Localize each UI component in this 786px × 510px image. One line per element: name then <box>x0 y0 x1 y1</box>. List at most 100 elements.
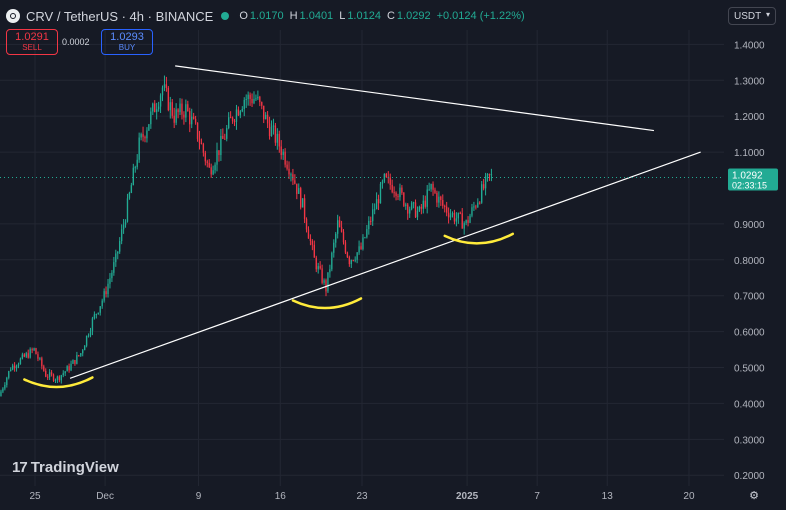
candle-body <box>144 136 146 139</box>
candle-body <box>15 366 18 369</box>
price-tick-label: 1.2000 <box>734 112 765 123</box>
candle-body <box>393 192 395 194</box>
candle-body <box>6 377 8 386</box>
candle-body <box>122 224 125 230</box>
candle-body <box>350 260 352 265</box>
ohlc-open-value: 1.0170 <box>249 10 284 22</box>
candle-body <box>189 111 191 125</box>
candle-body <box>0 391 2 397</box>
ohlc-close-value: 1.0292 <box>396 10 431 22</box>
sell-price: 1.0291 <box>15 30 49 43</box>
candle-body <box>266 114 269 124</box>
candle-body <box>338 220 341 228</box>
candle-body <box>381 181 384 184</box>
candle-body <box>424 200 426 207</box>
gear-icon[interactable]: ⚙ <box>749 490 759 502</box>
candle-body <box>173 115 175 123</box>
candle-body <box>113 262 115 273</box>
candle-body <box>482 184 485 189</box>
support-highlight-mark <box>291 297 363 310</box>
sell-button[interactable]: 1.0291 SELL <box>6 29 58 55</box>
price-tick-label: 1.4000 <box>734 40 765 51</box>
symbol-title[interactable]: CRV / TetherUS · 4h · BINANCE <box>26 8 214 24</box>
candle-body <box>220 135 222 156</box>
candle-body <box>290 174 292 176</box>
price-tick-label: 0.8000 <box>734 256 765 267</box>
ohlc-open-key: O <box>239 10 248 22</box>
candle-body <box>305 218 308 230</box>
candle-body <box>126 198 129 222</box>
buy-label: BUY <box>118 42 136 52</box>
candle-body <box>62 373 64 376</box>
candle-body <box>481 184 483 203</box>
candle-body <box>395 192 397 197</box>
candle-body <box>247 94 249 100</box>
candle-body <box>331 252 333 270</box>
tradingview-mark-icon: 17 <box>12 459 28 476</box>
candle-body <box>397 196 399 198</box>
candle-body <box>385 173 388 178</box>
candle-body <box>91 318 94 332</box>
candle-body <box>379 183 382 204</box>
candle-body <box>2 388 4 392</box>
candle-body <box>87 335 90 337</box>
candle-body <box>327 272 329 292</box>
candle-body <box>412 202 415 204</box>
price-change: +0.0124 (+1.22%) <box>436 10 525 22</box>
candle-body <box>228 117 230 129</box>
tradingview-logo: 17 TradingView <box>12 459 119 476</box>
candle-body <box>191 116 193 125</box>
candle-body <box>146 130 148 139</box>
candle-body <box>282 151 284 155</box>
candle-body <box>124 221 127 225</box>
currency-select[interactable]: USDT ▾ <box>728 7 776 25</box>
candle-body <box>445 206 448 213</box>
candle-body <box>25 353 27 357</box>
buy-button[interactable]: 1.0293 BUY <box>101 29 153 55</box>
price-tick-label: 0.5000 <box>734 364 765 375</box>
candle-body <box>11 365 14 370</box>
price-tick-label: 1.3000 <box>734 76 765 87</box>
candle-body <box>348 257 351 265</box>
candle-body <box>340 227 343 232</box>
price-tick-label: 0.2000 <box>734 471 765 482</box>
candle-body <box>488 173 491 175</box>
candle-body <box>210 167 212 175</box>
candle-body <box>152 103 154 112</box>
candle-body <box>335 233 337 243</box>
candle-body <box>461 213 463 229</box>
candle-body <box>159 95 162 107</box>
candle-body <box>130 185 133 193</box>
candle-body <box>50 372 53 375</box>
candle-body <box>171 102 173 116</box>
ohlc-close-key: C <box>386 10 395 22</box>
candle-body <box>344 242 347 253</box>
candle-body <box>274 125 277 143</box>
candle-body <box>354 259 356 261</box>
candle-body <box>288 168 290 175</box>
candle-body <box>373 209 376 211</box>
candle-body <box>148 124 150 131</box>
candle-body <box>323 280 325 283</box>
candle-body <box>105 291 107 295</box>
candle-body <box>177 109 179 113</box>
candle-body <box>298 188 300 194</box>
candle-body <box>154 103 156 113</box>
price-tick-label: 0.9000 <box>734 220 765 231</box>
candle-body <box>208 162 210 168</box>
candle-body <box>307 229 310 239</box>
candle-body <box>109 278 111 284</box>
support-highlight-mark <box>23 376 94 389</box>
candle-body <box>10 369 12 372</box>
ohlc-high-value: 1.0401 <box>299 10 334 22</box>
candle-body <box>157 106 160 110</box>
candle-body <box>422 200 424 209</box>
support-marks <box>23 232 515 389</box>
candle-body <box>187 104 189 112</box>
candle-body <box>241 108 243 112</box>
candle-body <box>329 269 331 273</box>
candle-body <box>336 220 339 234</box>
candle-body <box>8 371 10 378</box>
chart-header: CRV / TetherUS · 4h · BINANCE O 1.0170 H… <box>6 6 531 26</box>
